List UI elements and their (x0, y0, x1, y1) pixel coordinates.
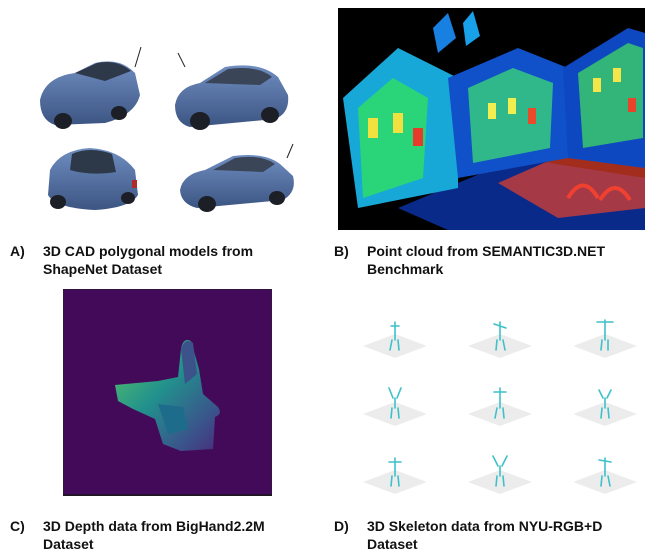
caption-c: C) 3D Depth data from BigHand2.2M Datase… (10, 517, 320, 557)
floor-plane (363, 402, 427, 426)
caption-d-text: 3D Skeleton data from NYU-RGB+D Dataset (367, 518, 603, 552)
skeleton-pose (389, 321, 400, 351)
floor-plane (468, 402, 532, 426)
skeleton-figure (363, 387, 427, 426)
skeleton-figure (573, 319, 637, 358)
skeleton-figure (573, 389, 637, 426)
car-model (40, 46, 142, 129)
caption-a-text: 3D CAD polygonal models from ShapeNet Da… (43, 243, 254, 277)
skeleton-pose (596, 319, 614, 351)
skeleton-image (363, 319, 637, 494)
car-model (180, 143, 294, 212)
caption-b: B) Point cloud from SEMANTIC3D.NET Bench… (334, 242, 644, 282)
floor-plane (363, 470, 427, 494)
skeleton-pose (493, 387, 507, 419)
point-cloud-image (338, 8, 645, 230)
skeleton-figure (468, 321, 532, 358)
floor-plane (573, 470, 637, 494)
caption-b-letter: B) (334, 243, 349, 259)
floor-plane (468, 470, 532, 494)
skeleton-pose (492, 455, 508, 487)
caption-c-text: 3D Depth data from BigHand2.2M Dataset (43, 518, 265, 552)
skeleton-figure (363, 457, 427, 494)
caption-d-letter: D) (334, 518, 349, 534)
skeleton-pose (598, 457, 612, 487)
floor-plane (468, 334, 532, 358)
skeleton-pose (598, 389, 612, 419)
caption-a-letter: A) (10, 243, 25, 259)
skeleton-figure (468, 387, 532, 426)
skeleton-pose (388, 457, 402, 487)
caption-c-letter: C) (10, 518, 25, 534)
skeleton-pose (388, 387, 402, 419)
point-cloud-panel (338, 8, 645, 230)
depth-panel (63, 289, 272, 496)
floor-plane (573, 402, 637, 426)
depth-image (63, 289, 272, 496)
floor-plane (363, 334, 427, 358)
skeleton-figure (468, 455, 532, 494)
caption-a: A) 3D CAD polygonal models from ShapeNet… (10, 242, 310, 282)
skeleton-figure (363, 321, 427, 358)
car-models-image (40, 46, 294, 212)
skeleton-panel (345, 300, 645, 505)
skeleton-figure (573, 457, 637, 494)
caption-b-text: Point cloud from SEMANTIC3D.NET Benchmar… (367, 243, 605, 277)
floor-plane (573, 334, 637, 358)
skeleton-pose (493, 321, 507, 351)
car-model (175, 52, 289, 130)
cad-models-panel (20, 25, 310, 215)
caption-d: D) 3D Skeleton data from NYU-RGB+D Datas… (334, 517, 649, 557)
car-model (48, 148, 138, 210)
